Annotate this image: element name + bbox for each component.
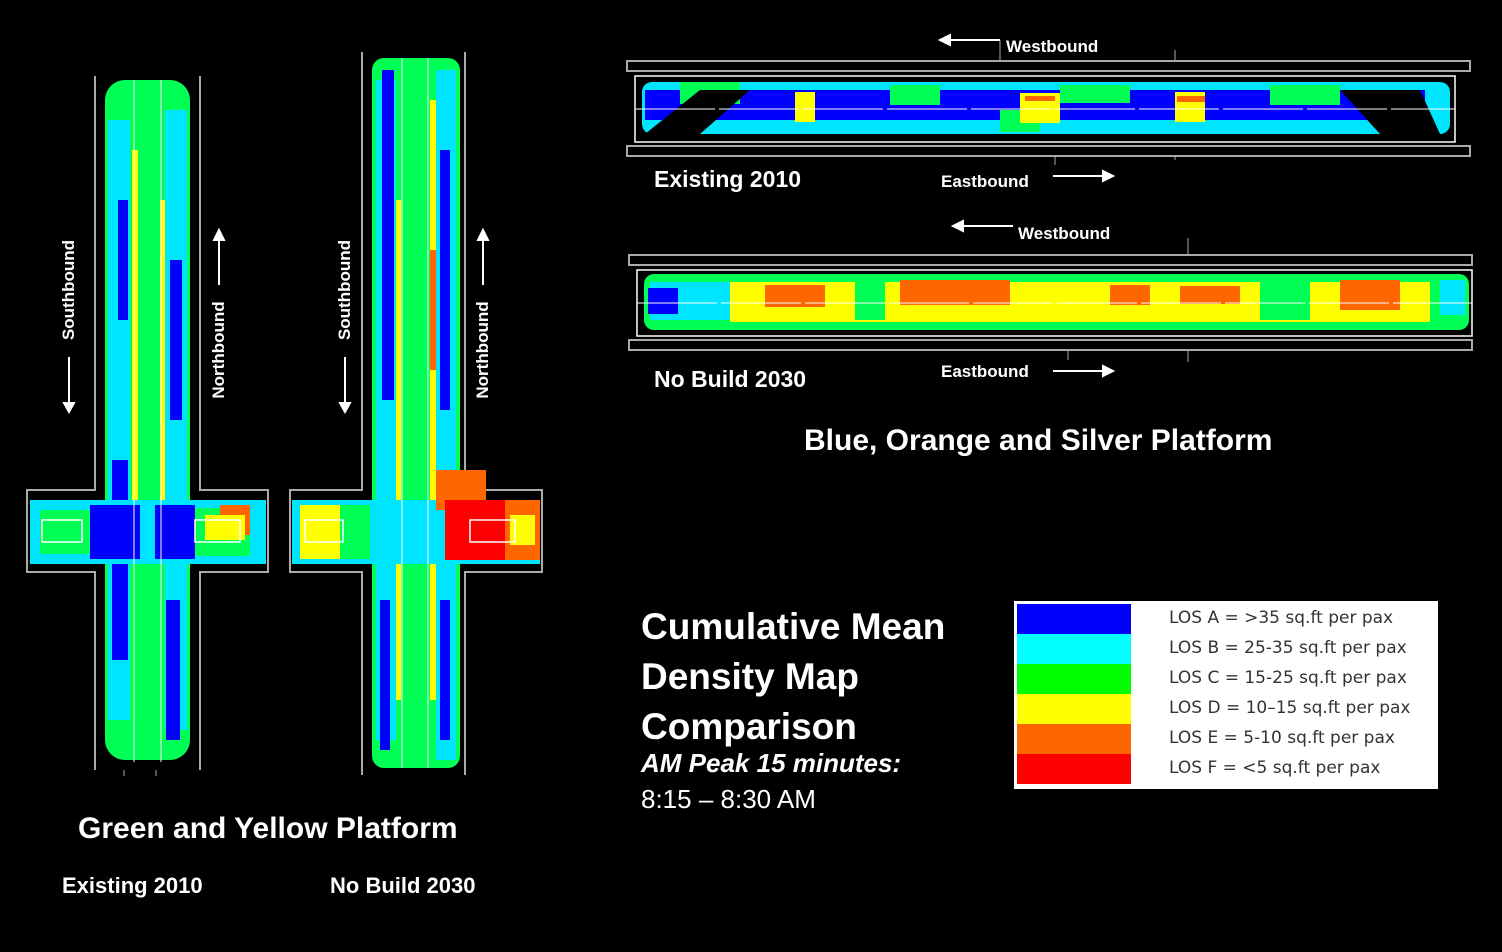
nobuild-eastbound-label: Eastbound <box>941 362 1029 381</box>
horizontal-nobuild-label: No Build 2030 <box>654 366 807 392</box>
nobuild-northbound-label: Northbound <box>473 301 492 399</box>
heading-line-2: Density Map <box>641 656 859 697</box>
legend-swatch-d <box>1017 694 1131 724</box>
legend-row-c: LOS C = 15-25 sq.ft per pax <box>1014 663 1438 694</box>
legend-label-b: LOS B = 25-35 sq.ft per pax <box>1169 638 1407 658</box>
nobuild-westbound-label: Westbound <box>1018 224 1111 243</box>
nobuild-2030-vertical-plan <box>289 52 543 775</box>
heading-line-1: Cumulative Mean <box>641 606 946 647</box>
existing-2010-horizontal-plan <box>626 40 1471 165</box>
legend-row-b: LOS B = 25-35 sq.ft per pax <box>1014 633 1438 664</box>
nobuild-2030-horizontal-plan <box>628 238 1473 362</box>
heading-subtitle: AM Peak 15 minutes: <box>641 748 902 778</box>
legend-swatch-c <box>1017 664 1131 694</box>
green-yellow-plans <box>26 52 543 776</box>
legend-label-a: LOS A = >35 sq.ft per pax <box>1169 608 1394 628</box>
legend-label-c: LOS C = 15-25 sq.ft per pax <box>1169 668 1407 688</box>
nobuild-southbound-label: Southbound <box>335 239 354 341</box>
legend-label-e: LOS E = 5-10 sq.ft per pax <box>1169 728 1395 748</box>
legend-row-e: LOS E = 5-10 sq.ft per pax <box>1014 723 1438 754</box>
los-legend: LOS A = >35 sq.ft per pax LOS B = 25-35 … <box>1014 601 1438 789</box>
main-heading: Cumulative Mean Density Map Comparison <box>641 602 945 752</box>
vertical-existing-label: Existing 2010 <box>62 873 203 898</box>
legend-row-a: LOS A = >35 sq.ft per pax <box>1014 603 1438 634</box>
existing-westbound-label: Westbound <box>1006 37 1099 56</box>
legend-row-f: LOS F = <5 sq.ft per pax <box>1014 753 1438 784</box>
legend-row-d: LOS D = 10–15 sq.ft per pax <box>1014 693 1438 724</box>
legend-swatch-a <box>1017 604 1131 634</box>
horizontal-existing-label: Existing 2010 <box>654 166 802 192</box>
blue-orange-silver-plans <box>626 33 1473 378</box>
heading-line-3: Comparison <box>641 706 857 747</box>
legend-swatch-e <box>1017 724 1131 754</box>
existing-eastbound-label: Eastbound <box>941 172 1029 191</box>
blue-orange-silver-title: Blue, Orange and Silver Platform <box>804 424 1273 457</box>
green-yellow-title: Green and Yellow Platform <box>78 812 458 845</box>
existing-northbound-label: Northbound <box>209 301 228 399</box>
existing-2010-vertical-plan <box>26 76 269 776</box>
legend-swatch-b <box>1017 634 1131 664</box>
legend-swatch-f <box>1017 754 1131 784</box>
legend-label-f: LOS F = <5 sq.ft per pax <box>1169 758 1381 778</box>
direction-arrows-vertical <box>62 227 490 415</box>
existing-southbound-label: Southbound <box>59 239 78 341</box>
direction-arrows-horizontal <box>937 33 1116 378</box>
vertical-nobuild-label: No Build 2030 <box>330 873 476 898</box>
legend-label-d: LOS D = 10–15 sq.ft per pax <box>1169 698 1411 718</box>
heading-time: 8:15 – 8:30 AM <box>641 784 816 814</box>
